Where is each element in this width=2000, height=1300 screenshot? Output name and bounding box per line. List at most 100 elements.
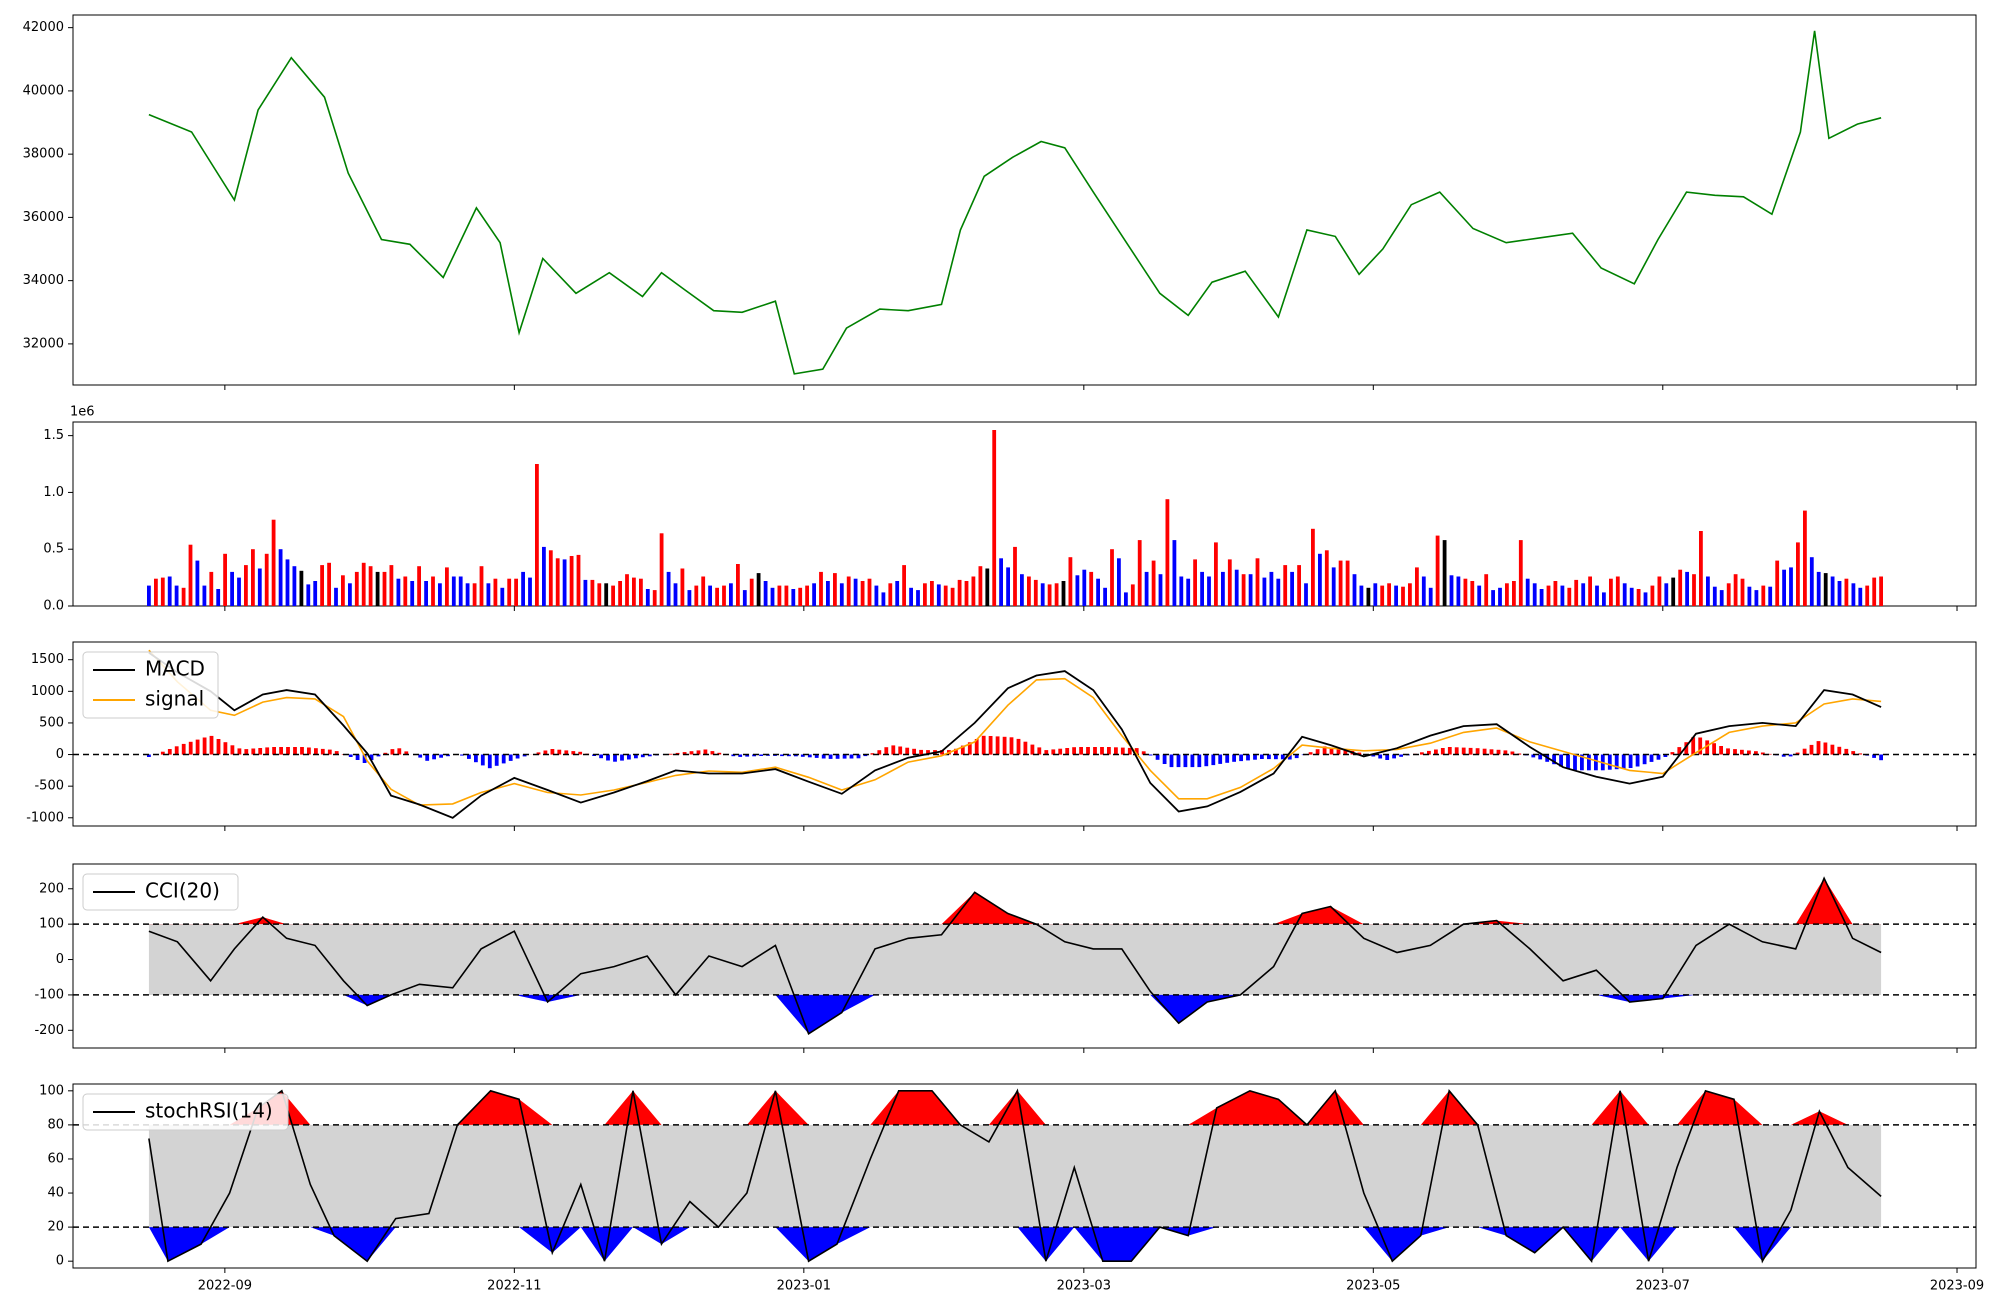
volume-bar [500,587,505,606]
volume-panel: 0.0 0.5 1.0 1.5 1e6 [43,405,1977,614]
volume-bar [1110,549,1114,606]
macd-histogram-bar [1823,742,1828,755]
macd-histogram-bar [828,754,833,759]
volume-bar [1082,569,1087,606]
macd-histogram-bar [668,753,673,755]
volume-bar [1803,510,1807,606]
macd-histogram-bar [348,754,353,757]
macd-histogram-bar [1378,754,1383,759]
macd-histogram-bar [1879,754,1883,761]
volume-bar [1318,553,1322,606]
macd-histogram-bar [522,754,527,757]
macd-histogram-bar [223,742,228,755]
volume-bar [1872,577,1877,606]
macd-histogram-bar [738,754,743,757]
volume-bar [1678,569,1683,606]
macd-histogram-bar [800,754,805,757]
volume-bar [1158,574,1163,606]
volume-bar [1366,587,1371,606]
macd-histogram-bar [1093,747,1097,755]
volume-bar [174,585,179,606]
volume-bar [742,590,747,606]
volume-bar [521,571,525,606]
y-tick-label: 0 [56,1254,64,1269]
y-tick-label: -100 [34,987,64,1002]
volume-bar [833,573,837,606]
macd-histogram-bar [1329,747,1334,755]
macd-histogram-bar [1531,754,1536,758]
macd-histogram-bar [480,754,485,766]
volume-bar [410,581,415,606]
y-tick-label: 38000 [23,147,64,162]
macd-histogram-bar [307,747,311,755]
volume-bar [1539,589,1544,606]
y-tick-label: -200 [34,1023,64,1038]
macd-histogram-bar [1740,749,1744,755]
macd-histogram-bar [515,754,520,759]
volume-bar [1505,583,1509,606]
volume-bar [1103,587,1107,606]
macd-line [148,651,1882,819]
macd-histogram-bar [1670,752,1675,755]
volume-bar [1865,585,1870,606]
macd-histogram-bar [620,754,624,761]
macd-histogram-bar [1190,754,1195,768]
x-tick-label: 2023-01 [777,1279,831,1294]
macd-histogram-bar [1691,737,1696,755]
stochrsi-frame [72,1083,1977,1269]
volume-bar [1352,574,1357,606]
volume-bar [562,559,567,606]
macd-histogram-bar [209,735,214,755]
macd-histogram-bar [981,735,986,755]
x-tick-label: 2023-03 [1057,1279,1111,1294]
y-tick-label: 40000 [23,83,64,98]
volume-bar [1075,575,1080,606]
volume-bar [1401,586,1405,606]
volume-bar [1269,571,1274,606]
macd-histogram-bar [1461,747,1466,755]
macd-histogram-bar [1559,754,1563,767]
overbought-fill [148,878,1882,925]
volume-bar [1200,571,1204,606]
volume-bar [458,576,463,606]
macd-histogram-bar [1044,750,1049,755]
volume-bar [1664,583,1669,606]
volume-bar [680,568,685,606]
macd-histogram-bar [1663,754,1668,757]
y-tick-label: 36000 [23,210,64,225]
macd-histogram-bar [314,748,318,755]
macd-histogram-bar [703,749,708,755]
macd-histogram-bar [1656,754,1661,760]
volume-bar [1657,576,1662,606]
macd-histogram-bar [988,736,993,755]
volume-bar [507,578,512,606]
volume-scale-label: 1e6 [70,405,95,420]
macd-histogram-bar [1107,747,1111,755]
volume-bar [1463,578,1468,606]
volume-bar [1706,576,1710,606]
volume-bar [1477,585,1482,606]
volume-bar [1823,573,1828,606]
volume-bar [1144,571,1149,606]
volume-bar [278,549,283,606]
macd-histogram-bar [195,739,200,755]
macd-histogram-bar [884,747,889,755]
volume-bar [770,587,775,606]
macd-histogram-bar [974,739,979,755]
volume-bar [1588,576,1592,606]
macd-histogram-bar [1788,754,1793,757]
y-tick-label: 100 [39,1083,64,1098]
y-tick-label: 500 [39,715,64,730]
macd-histogram-bar [1635,754,1640,767]
macd-histogram-bar [265,747,270,755]
macd-histogram-bar [1587,754,1591,771]
y-tick-label: 1.0 [43,485,64,500]
volume-bar [1276,578,1281,606]
macd-histogram-bar [1399,754,1403,757]
macd-histogram-bar [1148,754,1153,756]
macd-histogram-bar [821,754,826,759]
macd-histogram-bar [954,748,958,755]
volume-bar [472,583,477,606]
volume-bar [632,577,636,606]
volume-bar [438,583,442,606]
